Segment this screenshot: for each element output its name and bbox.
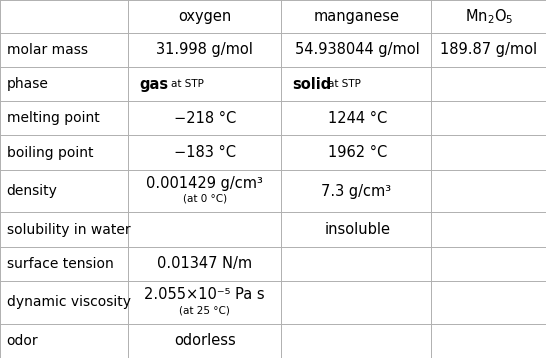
Text: (at 0 °C): (at 0 °C) [183, 194, 227, 204]
Text: density: density [7, 184, 57, 198]
Text: odor: odor [7, 334, 38, 348]
Text: (at 25 °C): (at 25 °C) [179, 305, 230, 315]
Text: solubility in water: solubility in water [7, 223, 130, 237]
Text: 31.998 g/mol: 31.998 g/mol [156, 42, 253, 57]
Text: dynamic viscosity: dynamic viscosity [7, 295, 130, 309]
Text: at STP: at STP [171, 79, 204, 89]
Text: at STP: at STP [328, 79, 360, 89]
Text: 1244 °C: 1244 °C [328, 111, 387, 126]
Text: oxygen: oxygen [178, 9, 232, 24]
Text: Mn$_2$O$_5$: Mn$_2$O$_5$ [465, 7, 513, 26]
Text: 2.055×10⁻⁵ Pa s: 2.055×10⁻⁵ Pa s [145, 287, 265, 302]
Text: molar mass: molar mass [7, 43, 87, 57]
Text: 1962 °C: 1962 °C [328, 145, 387, 160]
Text: odorless: odorless [174, 333, 236, 348]
Text: −183 °C: −183 °C [174, 145, 236, 160]
Text: boiling point: boiling point [7, 146, 93, 160]
Text: phase: phase [7, 77, 49, 91]
Text: 189.87 g/mol: 189.87 g/mol [440, 42, 537, 57]
Text: manganese: manganese [313, 9, 399, 24]
Text: melting point: melting point [7, 111, 99, 125]
Text: 7.3 g/cm³: 7.3 g/cm³ [321, 184, 391, 199]
Text: 54.938044 g/mol: 54.938044 g/mol [295, 42, 420, 57]
Text: 0.001429 g/cm³: 0.001429 g/cm³ [146, 176, 263, 191]
Text: solid: solid [292, 77, 331, 92]
Text: gas: gas [139, 77, 168, 92]
Text: insoluble: insoluble [325, 222, 390, 237]
Text: surface tension: surface tension [7, 257, 114, 271]
Text: 0.01347 N/m: 0.01347 N/m [157, 256, 252, 271]
Text: −218 °C: −218 °C [174, 111, 236, 126]
